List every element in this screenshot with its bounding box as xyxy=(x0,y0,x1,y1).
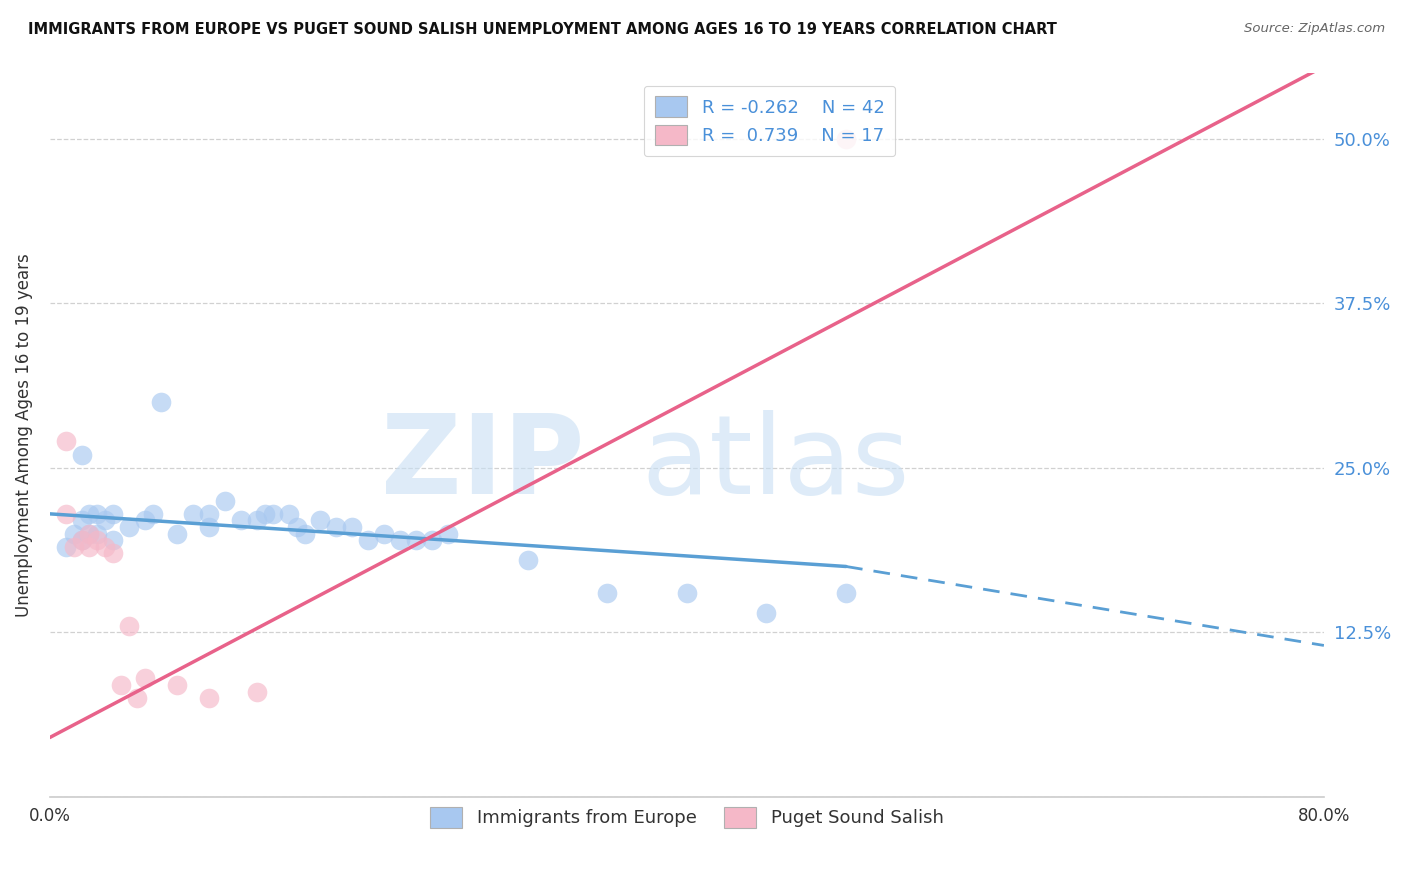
Point xyxy=(94,540,117,554)
Point xyxy=(253,507,276,521)
Point xyxy=(373,526,395,541)
Point xyxy=(55,434,77,449)
Point xyxy=(181,507,204,521)
Point xyxy=(596,586,619,600)
Point xyxy=(214,493,236,508)
Point xyxy=(755,606,778,620)
Point xyxy=(62,540,84,554)
Point xyxy=(357,533,380,548)
Text: ZIP: ZIP xyxy=(381,410,585,517)
Point xyxy=(675,586,697,600)
Point xyxy=(70,533,93,548)
Point xyxy=(70,513,93,527)
Point xyxy=(118,618,141,632)
Point xyxy=(127,691,149,706)
Text: atlas: atlas xyxy=(641,410,910,517)
Point xyxy=(342,520,364,534)
Point xyxy=(79,507,101,521)
Point xyxy=(166,678,188,692)
Point xyxy=(516,553,538,567)
Point xyxy=(835,586,858,600)
Point xyxy=(86,526,108,541)
Point xyxy=(198,520,221,534)
Point xyxy=(62,526,84,541)
Point xyxy=(55,507,77,521)
Point xyxy=(437,526,460,541)
Point xyxy=(389,533,412,548)
Point xyxy=(103,533,125,548)
Point xyxy=(166,526,188,541)
Point xyxy=(103,546,125,560)
Point xyxy=(229,513,252,527)
Point xyxy=(70,533,93,548)
Point xyxy=(134,671,156,685)
Point xyxy=(294,526,316,541)
Point xyxy=(198,507,221,521)
Text: IMMIGRANTS FROM EUROPE VS PUGET SOUND SALISH UNEMPLOYMENT AMONG AGES 16 TO 19 YE: IMMIGRANTS FROM EUROPE VS PUGET SOUND SA… xyxy=(28,22,1057,37)
Point xyxy=(405,533,427,548)
Point xyxy=(118,520,141,534)
Point xyxy=(325,520,347,534)
Point xyxy=(134,513,156,527)
Point xyxy=(142,507,165,521)
Text: Source: ZipAtlas.com: Source: ZipAtlas.com xyxy=(1244,22,1385,36)
Point xyxy=(70,448,93,462)
Point xyxy=(55,540,77,554)
Point xyxy=(79,526,101,541)
Point xyxy=(79,540,101,554)
Point xyxy=(86,507,108,521)
Y-axis label: Unemployment Among Ages 16 to 19 years: Unemployment Among Ages 16 to 19 years xyxy=(15,253,32,616)
Point xyxy=(277,507,299,521)
Point xyxy=(246,513,269,527)
Point xyxy=(79,526,101,541)
Point xyxy=(86,533,108,548)
Point xyxy=(110,678,132,692)
Point xyxy=(150,395,173,409)
Point xyxy=(420,533,443,548)
Point xyxy=(246,684,269,698)
Point xyxy=(198,691,221,706)
Point xyxy=(262,507,284,521)
Legend: Immigrants from Europe, Puget Sound Salish: Immigrants from Europe, Puget Sound Sali… xyxy=(423,799,950,835)
Point xyxy=(94,513,117,527)
Point xyxy=(285,520,308,534)
Point xyxy=(103,507,125,521)
Point xyxy=(309,513,332,527)
Point xyxy=(835,132,858,146)
